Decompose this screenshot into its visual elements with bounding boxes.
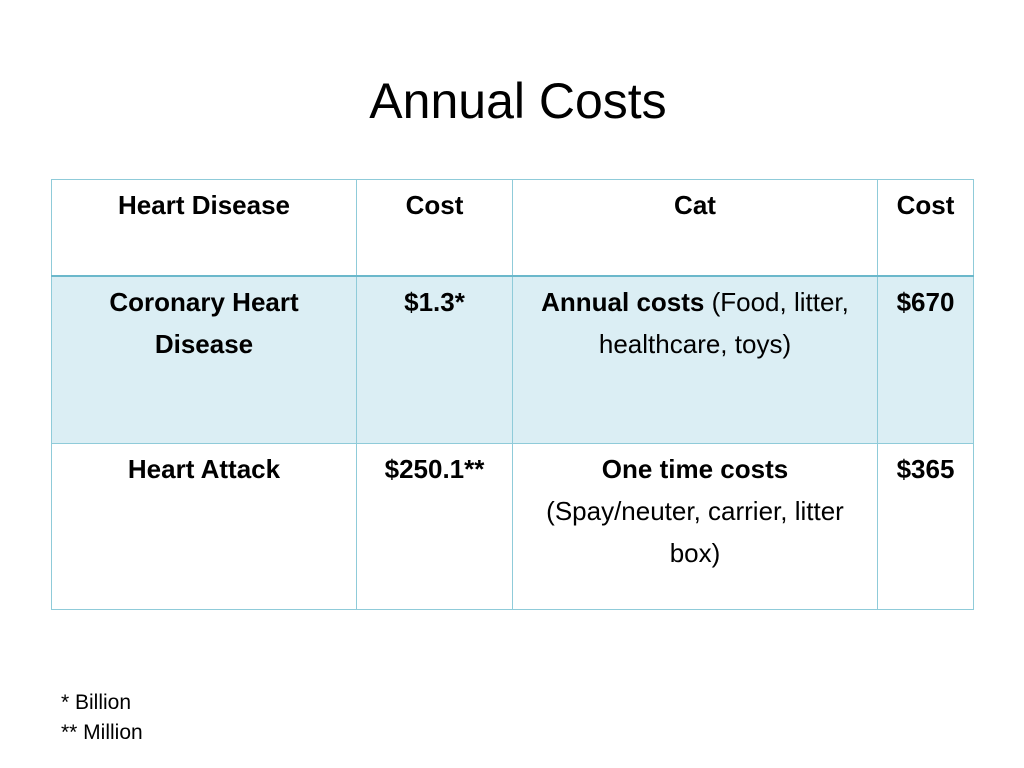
slide-title: Annual Costs [369,73,667,129]
footnotes: * Billion ** Million [61,688,143,748]
table-row: Coronary Heart Disease $1.3* Annual cost… [51,275,974,444]
heart-cost-cell: $1.3* [356,275,513,444]
heart-disease-cell: Heart Attack [51,443,357,610]
header-cat-cost: Cost [877,179,974,277]
cat-cost-cell: $670 [877,275,974,444]
cost-comparison-table: Heart Disease Cost Cat Cost Coronary Hea… [51,179,974,610]
footnote-billion: * Billion [61,691,132,714]
table-row: Heart Attack $250.1** One time costs (Spa… [51,443,974,610]
cat-item-label: Annual costs [541,286,705,317]
cat-item-cell: Annual costs (Food, litter, healthcare, … [512,275,878,444]
footnote-million: ** Million [61,721,143,744]
cat-item-detail: (Spay/neuter, carrier, litter box) [546,496,844,568]
cat-item-label: One time costs [601,454,789,484]
header-cat: Cat [512,179,878,277]
table-header-row: Heart Disease Cost Cat Cost [51,179,974,277]
heart-disease-cell: Coronary Heart Disease [51,275,357,444]
header-heart-disease: Heart Disease [51,179,357,277]
cat-cost-cell: $365 [877,443,974,610]
cat-item-detail: (Food, litter, healthcare, toys) [598,286,849,359]
cat-item-cell: One time costs (Spay/neuter, carrier, lit… [512,443,878,610]
heart-cost-cell: $250.1** [356,443,513,610]
header-heart-cost: Cost [356,179,513,277]
